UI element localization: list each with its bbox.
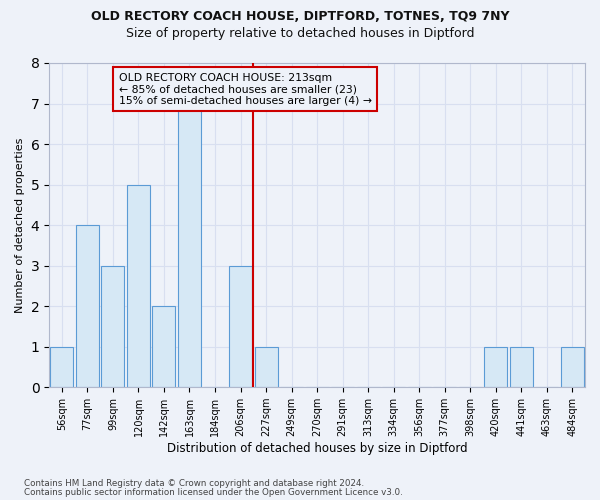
Text: Size of property relative to detached houses in Diptford: Size of property relative to detached ho… [126,28,474,40]
Y-axis label: Number of detached properties: Number of detached properties [15,138,25,313]
Bar [76,225,99,387]
Text: OLD RECTORY COACH HOUSE, DIPTFORD, TOTNES, TQ9 7NY: OLD RECTORY COACH HOUSE, DIPTFORD, TOTNE… [91,10,509,23]
Bar [50,346,73,387]
Bar [484,346,507,387]
Text: Contains HM Land Registry data © Crown copyright and database right 2024.: Contains HM Land Registry data © Crown c… [24,478,364,488]
Bar [229,266,252,387]
Bar [561,346,584,387]
Bar [254,346,278,387]
Text: Contains public sector information licensed under the Open Government Licence v3: Contains public sector information licen… [24,488,403,497]
Bar [101,266,124,387]
Bar [510,346,533,387]
Bar [127,184,150,387]
Text: OLD RECTORY COACH HOUSE: 213sqm
← 85% of detached houses are smaller (23)
15% of: OLD RECTORY COACH HOUSE: 213sqm ← 85% of… [119,72,372,106]
Bar [178,104,201,387]
X-axis label: Distribution of detached houses by size in Diptford: Distribution of detached houses by size … [167,442,467,455]
Bar [152,306,175,387]
